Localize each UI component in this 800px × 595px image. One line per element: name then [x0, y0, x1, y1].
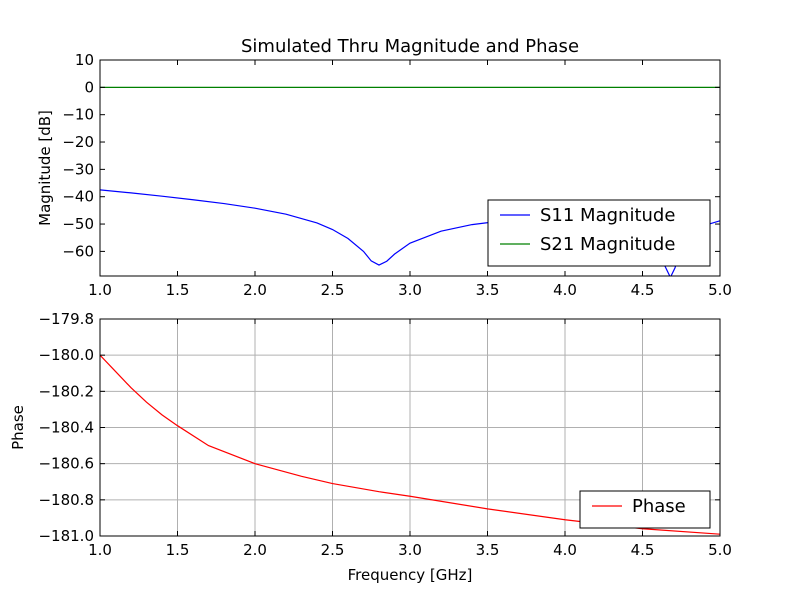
x-tick-label: 5.0 [708, 281, 732, 299]
y-tick-label: −180.0 [38, 346, 94, 364]
x-tick-label: 3.5 [476, 541, 500, 559]
y-tick-label: −180.2 [38, 382, 94, 400]
legend: Phase [579, 490, 711, 529]
x-tick-label: 3.5 [476, 281, 500, 299]
y-tick-label: −30 [62, 160, 94, 178]
x-tick-label: 1.0 [88, 281, 112, 299]
legend-box [579, 490, 711, 529]
x-tick-label: 2.5 [321, 281, 345, 299]
x-tick-label: 4.5 [631, 281, 655, 299]
x-tick-label: 4.0 [553, 541, 577, 559]
y-tick-label: −181.0 [38, 527, 94, 545]
y-tick-label: −180.6 [38, 455, 94, 473]
x-tick-label: 4.0 [553, 281, 577, 299]
series-line-phase [100, 354, 720, 535]
x-tick-label: 3.0 [398, 541, 422, 559]
y-tick-label: −180.4 [38, 419, 94, 437]
y-tick-label: −20 [62, 133, 94, 151]
x-tick-label: 2.5 [321, 541, 345, 559]
y-tick-label: 10 [75, 51, 94, 69]
y-axis-label: Phase [9, 405, 27, 450]
x-axis-label: Frequency [GHz] [348, 566, 473, 584]
legend-label: Phase [632, 496, 686, 517]
x-tick-label: 4.5 [631, 541, 655, 559]
x-tick-label: 3.0 [398, 281, 422, 299]
x-tick-label: 2.0 [243, 541, 267, 559]
y-tick-label: 0 [84, 78, 94, 96]
y-tick-label: −40 [62, 188, 94, 206]
x-tick-label: 1.0 [88, 541, 112, 559]
legend-label: S11 Magnitude [540, 205, 675, 226]
y-tick-label: −180.8 [38, 491, 94, 509]
x-tick-label: 1.5 [166, 541, 190, 559]
legend-label: S21 Magnitude [540, 234, 675, 255]
y-axis-label: Magnitude [dB] [36, 110, 54, 226]
y-tick-label: −10 [62, 106, 94, 124]
y-tick-label: −60 [62, 242, 94, 260]
y-tick-label: −50 [62, 215, 94, 233]
x-tick-label: 5.0 [708, 541, 732, 559]
x-tick-label: 2.0 [243, 281, 267, 299]
y-tick-label: −179.8 [38, 310, 94, 328]
legend: S11 Magnitude S21 Magnitude [487, 199, 711, 267]
chart-title: Simulated Thru Magnitude and Phase [241, 36, 579, 57]
axes-panel-1: 1.0 1.5 2.0 2.5 3.0 3.5 4.0 4.5 5.0 10 0 −10 −20 −30 −… [36, 36, 732, 299]
axes-panel-2: 1.0 1.5 2.0 2.5 3.0 3.5 4.0 4.5 5.0 −179.8 −180.0 −… [9, 310, 732, 584]
series-line-s11-magnitude [100, 189, 720, 276]
legend-box [487, 199, 711, 267]
x-tick-label: 1.5 [166, 281, 190, 299]
